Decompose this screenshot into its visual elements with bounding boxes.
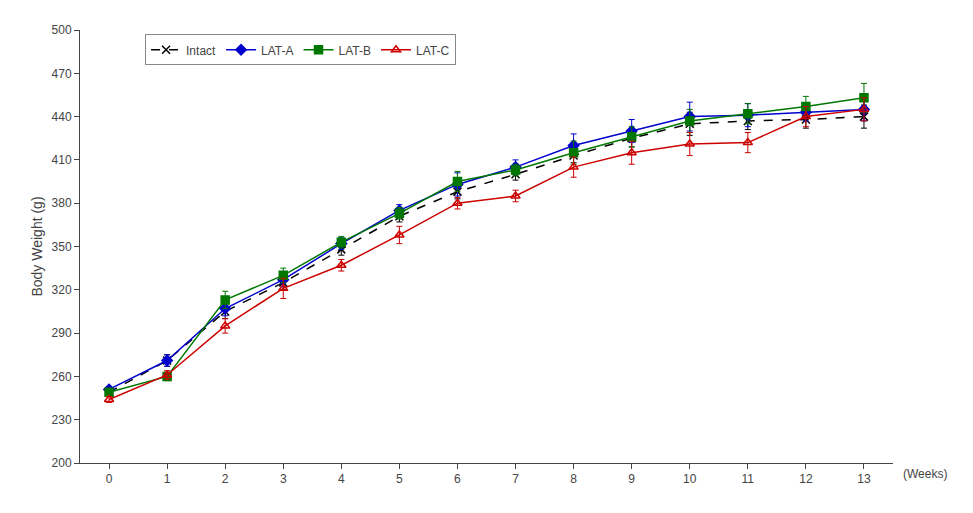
svg-text:LAT-C: LAT-C	[416, 44, 449, 58]
svg-text:5: 5	[396, 472, 403, 486]
svg-text:440: 440	[52, 110, 72, 124]
svg-text:470: 470	[52, 67, 72, 81]
svg-text:500: 500	[52, 23, 72, 37]
svg-text:LAT-B: LAT-B	[339, 44, 371, 58]
svg-text:7: 7	[512, 472, 519, 486]
svg-text:320: 320	[52, 283, 72, 297]
svg-text:LAT-A: LAT-A	[261, 44, 293, 58]
svg-text:380: 380	[52, 196, 72, 210]
svg-text:0: 0	[106, 472, 113, 486]
svg-text:Body Weight (g): Body Weight (g)	[29, 196, 45, 296]
svg-text:11: 11	[742, 472, 755, 486]
svg-text:230: 230	[52, 413, 72, 427]
svg-text:Intact: Intact	[186, 44, 216, 58]
svg-text:4: 4	[338, 472, 345, 486]
svg-text:410: 410	[52, 153, 72, 167]
svg-text:6: 6	[454, 472, 461, 486]
svg-text:3: 3	[280, 472, 287, 486]
svg-text:260: 260	[52, 370, 72, 384]
svg-text:12: 12	[799, 472, 813, 486]
svg-text:1: 1	[164, 472, 171, 486]
svg-text:2: 2	[222, 472, 229, 486]
svg-text:13: 13	[857, 472, 871, 486]
svg-text:8: 8	[570, 472, 577, 486]
svg-text:290: 290	[52, 326, 72, 340]
svg-text:200: 200	[52, 456, 72, 470]
svg-text:10: 10	[683, 472, 697, 486]
svg-text:350: 350	[52, 240, 72, 254]
svg-text:(Weeks): (Weeks)	[903, 467, 947, 481]
svg-text:9: 9	[628, 472, 635, 486]
